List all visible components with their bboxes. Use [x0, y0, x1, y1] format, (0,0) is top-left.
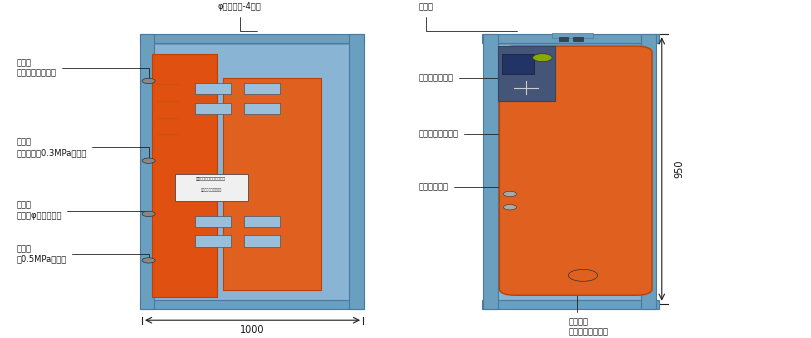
Circle shape	[142, 158, 155, 163]
Circle shape	[142, 78, 155, 83]
Text: 950: 950	[673, 160, 683, 178]
Text: 渫水検出
フロートスイッチ: 渫水検出 フロートスイッチ	[568, 291, 607, 337]
Bar	[139, 300, 363, 309]
Bar	[174, 174, 247, 200]
Circle shape	[503, 191, 516, 197]
Bar	[558, 37, 568, 41]
Bar	[223, 78, 320, 290]
Text: サンエー工業株式会社: サンエー工業株式会社	[200, 189, 221, 193]
Text: ハイポブースターユニット: ハイポブースターユニット	[196, 177, 225, 181]
Circle shape	[532, 54, 551, 62]
Bar	[243, 82, 280, 94]
Bar	[195, 236, 231, 247]
Circle shape	[142, 258, 155, 263]
Text: 制御電源ランプ: 制御電源ランプ	[418, 73, 498, 82]
Bar	[497, 44, 642, 300]
Bar	[573, 37, 582, 41]
Bar	[551, 33, 592, 38]
FancyBboxPatch shape	[499, 46, 651, 295]
Text: 減圧弁
（二次圧：0.3MPa固定）: 減圧弁 （二次圧：0.3MPa固定）	[16, 138, 148, 158]
Bar	[641, 34, 655, 309]
Text: 給水口
（２ＢＳカラー）: 給水口 （２ＢＳカラー）	[16, 58, 148, 78]
Bar	[481, 300, 658, 309]
Bar	[243, 236, 280, 247]
Bar	[195, 216, 231, 227]
Text: 制御盤: 制御盤	[418, 2, 517, 31]
Text: 起動前確認バルブ: 起動前確認バルブ	[418, 129, 498, 139]
Text: 運転スイッチ: 運転スイッチ	[418, 183, 498, 192]
Bar	[501, 54, 534, 74]
Text: 供給口
（１５φホース口）: 供給口 （１５φホース口）	[16, 201, 148, 220]
Text: φ２０吊環-4ケ所: φ２０吊環-4ケ所	[217, 2, 261, 31]
Circle shape	[503, 204, 516, 210]
Bar	[195, 102, 231, 114]
Circle shape	[142, 211, 155, 217]
Circle shape	[568, 269, 597, 281]
Bar	[152, 54, 217, 297]
Bar	[483, 34, 497, 309]
Bar	[243, 216, 280, 227]
Bar	[195, 82, 231, 94]
Bar	[497, 46, 554, 101]
Bar	[139, 34, 363, 43]
Bar	[243, 102, 280, 114]
Bar	[349, 34, 363, 309]
Text: 1000: 1000	[240, 325, 264, 335]
Bar	[139, 34, 154, 309]
Text: 安全弁
（0.5MPa固定）: 安全弁 （0.5MPa固定）	[16, 244, 148, 263]
Bar	[150, 44, 353, 300]
Bar	[481, 34, 658, 43]
